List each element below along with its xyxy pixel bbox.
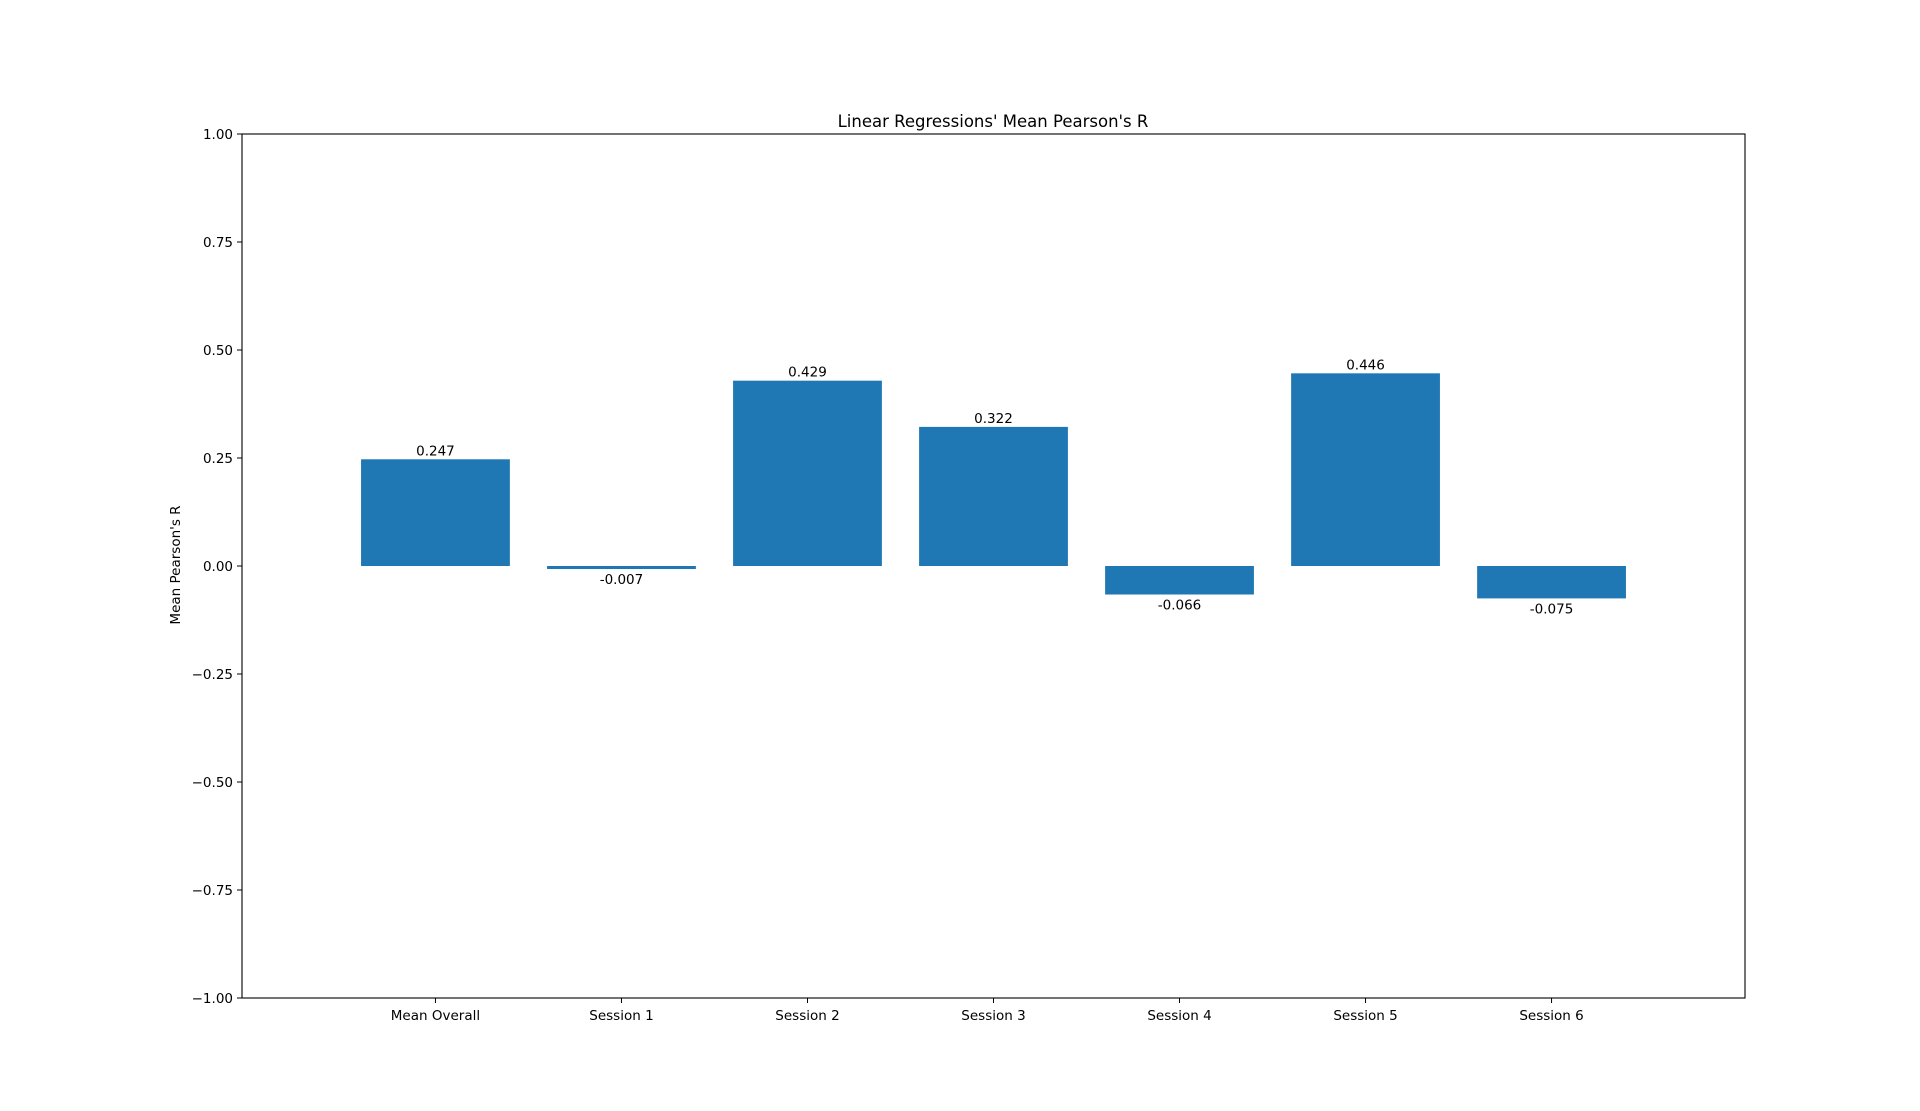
bar — [547, 566, 696, 570]
y-tick-label: −0.75 — [192, 883, 233, 899]
y-tick-label: 0.75 — [203, 235, 233, 251]
bar — [1291, 373, 1440, 566]
y-tick-label: −0.25 — [192, 667, 233, 683]
bar-value-label: 0.247 — [416, 443, 455, 459]
plot-area-frame — [241, 133, 1746, 999]
y-tick-label: −0.50 — [192, 775, 233, 791]
x-tick-label: Session 1 — [589, 1008, 653, 1024]
bar-value-label: 0.429 — [788, 365, 827, 381]
x-tick-label: Session 2 — [775, 1008, 839, 1024]
x-tick-label: Session 6 — [1519, 1008, 1583, 1024]
x-axis-ticks: Mean Overall Session 1 Session 2 Session 3 S… — [391, 998, 1584, 1024]
bar — [1105, 566, 1254, 595]
y-axis-ticks: −1.00 −0.75 −0.50 −0.25 0.00 0.25 0.50 0.75 1.00 — [192, 127, 242, 1007]
bar-value-label: 0.322 — [974, 411, 1013, 427]
bar-labels-group: 0.247 -0.007 0.429 0.322 -0.066 0.446 -0.075 — [416, 357, 1573, 617]
bar-value-label: -0.007 — [600, 572, 644, 588]
y-axis-label: Mean Pearson's R — [168, 505, 184, 624]
bar-value-label: 0.446 — [1346, 357, 1385, 373]
y-tick-label: 0.25 — [203, 451, 233, 467]
x-tick-label: Session 5 — [1333, 1008, 1397, 1024]
bar — [733, 380, 882, 566]
x-tick-label: Mean Overall — [391, 1008, 480, 1024]
x-tick-label: Session 4 — [1147, 1008, 1211, 1024]
bars-group — [361, 373, 1626, 599]
bar — [1477, 566, 1626, 599]
chart-title: Linear Regressions' Mean Pearson's R — [838, 112, 1149, 131]
bar — [361, 459, 510, 566]
y-tick-label: 1.00 — [203, 127, 233, 143]
bar-value-label: -0.066 — [1158, 598, 1202, 614]
x-tick-label: Session 3 — [961, 1008, 1025, 1024]
y-tick-label: 0.00 — [203, 559, 233, 575]
y-tick-label: 0.50 — [203, 343, 233, 359]
bar-value-label: -0.075 — [1530, 601, 1574, 617]
y-tick-label: −1.00 — [192, 991, 233, 1007]
bar — [919, 426, 1068, 566]
